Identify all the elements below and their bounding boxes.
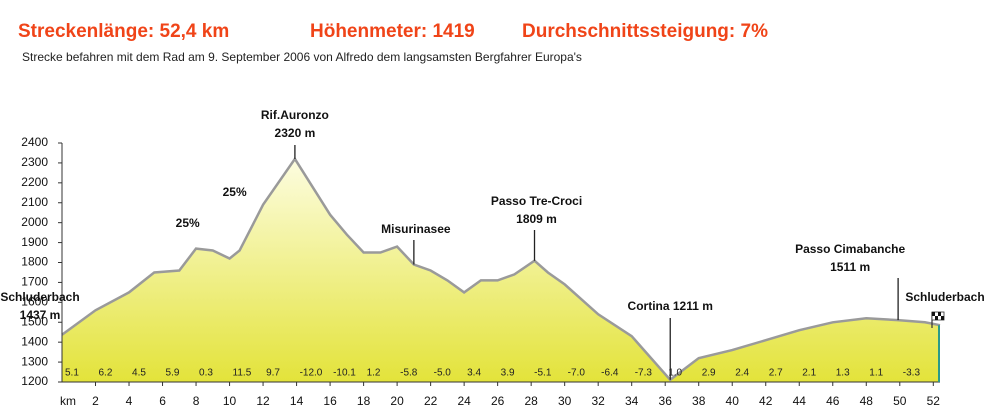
gradient-label: 11.5 bbox=[233, 368, 252, 379]
x-tick-label: 32 bbox=[592, 394, 606, 408]
x-tick-label: 24 bbox=[457, 394, 471, 408]
y-tick-label: 2100 bbox=[21, 195, 48, 209]
y-tick-label: 1300 bbox=[21, 354, 48, 368]
x-tick-label: 34 bbox=[625, 394, 639, 408]
gradient-label: 2.9 bbox=[702, 368, 716, 379]
gradient-label: -6.4 bbox=[601, 368, 619, 379]
gradient-label: 6.2 bbox=[99, 368, 113, 379]
x-axis-label: km bbox=[60, 394, 76, 408]
headline: Höhenmeter: 1419 bbox=[310, 21, 475, 42]
gradient-label: -5.1 bbox=[534, 368, 552, 379]
gradient-label: -10.1 bbox=[333, 368, 356, 379]
gradient-label: -3.3 bbox=[903, 368, 921, 379]
x-tick-label: 20 bbox=[390, 394, 404, 408]
annotation-label: 1809 m bbox=[516, 212, 557, 226]
x-tick-label: 10 bbox=[223, 394, 237, 408]
headline: Streckenlänge: 52,4 km bbox=[18, 21, 229, 42]
annotation-label: Schluderbach bbox=[905, 290, 984, 304]
x-tick-label: 8 bbox=[193, 394, 200, 408]
y-tick-label: 1600 bbox=[21, 295, 48, 309]
y-tick-label: 2000 bbox=[21, 215, 48, 229]
elevation-line bbox=[61, 156, 941, 382]
annotation-label: 1437 m bbox=[20, 308, 61, 322]
x-tick-label: 12 bbox=[256, 394, 270, 408]
x-tick-label: 22 bbox=[424, 394, 438, 408]
x-tick-label: 36 bbox=[659, 394, 673, 408]
annotation-label: 1511 m bbox=[830, 260, 870, 274]
gradient-label: 3.4 bbox=[467, 368, 481, 379]
gradient-label: 2.1 bbox=[802, 368, 816, 379]
y-tick-label: 1400 bbox=[21, 334, 48, 348]
y-tick-label: 2400 bbox=[21, 135, 48, 149]
plot-area: 2 4 6 8 10 12 14 16 18 20 22 24 26 28 30 32 34 36 38 40 42 44… bbox=[0, 108, 984, 408]
x-tick-label: 38 bbox=[692, 394, 706, 408]
gradient-label: 9.7 bbox=[266, 368, 280, 379]
gradient-label: 2.7 bbox=[769, 368, 783, 379]
gradient-label: 1.2 bbox=[367, 368, 381, 379]
gradient-label: -5.8 bbox=[400, 368, 418, 379]
subtitle: Strecke befahren mit dem Rad am 9. Septe… bbox=[22, 50, 582, 64]
y-tick-label: 1700 bbox=[21, 275, 48, 289]
headline: Durchschnittssteigung: 7% bbox=[522, 21, 768, 42]
gradient-label: 2.4 bbox=[735, 368, 749, 379]
x-tick-label: 28 bbox=[524, 394, 538, 408]
annotation-label: 25% bbox=[176, 216, 200, 230]
y-tick-label: 1500 bbox=[21, 314, 48, 328]
y-tick-label: 2300 bbox=[21, 155, 48, 169]
x-tick-label: 14 bbox=[290, 394, 304, 408]
gradient-label: -12.0 bbox=[300, 368, 323, 379]
gradient-label: 4.5 bbox=[132, 368, 146, 379]
gradient-label: 5.1 bbox=[65, 368, 79, 379]
x-tick-label: 42 bbox=[759, 394, 773, 408]
gradient-label: 5.9 bbox=[166, 368, 180, 379]
annotation-label: Misurinasee bbox=[381, 222, 451, 236]
gradient-label: 0.3 bbox=[199, 368, 213, 379]
y-tick-label: 2200 bbox=[21, 175, 48, 189]
finish-flag bbox=[931, 311, 945, 328]
annotation-label: Passo Cimabanche bbox=[795, 242, 905, 256]
x-tick-label: 30 bbox=[558, 394, 572, 408]
x-tick-label: 16 bbox=[323, 394, 337, 408]
y-tick-label: 1900 bbox=[21, 235, 48, 249]
x-tick-label: 48 bbox=[860, 394, 874, 408]
x-tick-label: 44 bbox=[793, 394, 807, 408]
gradient-label: 1.3 bbox=[836, 368, 850, 379]
x-tick-label: 50 bbox=[893, 394, 907, 408]
x-tick-label: 40 bbox=[726, 394, 740, 408]
gradient-label: 3.9 bbox=[501, 368, 515, 379]
elevation-area bbox=[62, 158, 940, 382]
x-tick-label: 52 bbox=[927, 394, 941, 408]
annotation-label: Rif.Auronzo bbox=[261, 108, 329, 122]
annotation-label: Cortina 1211 m bbox=[628, 299, 713, 313]
annotation-label: Passo Tre-Croci bbox=[491, 194, 582, 208]
gradient-label: -7.0 bbox=[568, 368, 586, 379]
y-tick-label: 1200 bbox=[21, 374, 48, 388]
x-tick-label: 6 bbox=[159, 394, 166, 408]
gradient-label: -5.0 bbox=[434, 368, 452, 379]
x-tick-label: 18 bbox=[357, 394, 371, 408]
annotation-label: 2320 m bbox=[275, 126, 316, 140]
y-tick-label: 1800 bbox=[21, 255, 48, 269]
gradient-label: -7.3 bbox=[635, 368, 653, 379]
x-tick-label: 26 bbox=[491, 394, 505, 408]
annotation-label: 25% bbox=[223, 185, 247, 199]
gradient-label: 1.0 bbox=[668, 368, 682, 379]
annotation-label: Schluderbach bbox=[0, 290, 79, 304]
x-tick-label: 2 bbox=[92, 394, 99, 408]
x-tick-label: 4 bbox=[126, 394, 133, 408]
x-tick-label: 46 bbox=[826, 394, 840, 408]
gradient-label: 1.1 bbox=[869, 368, 883, 379]
